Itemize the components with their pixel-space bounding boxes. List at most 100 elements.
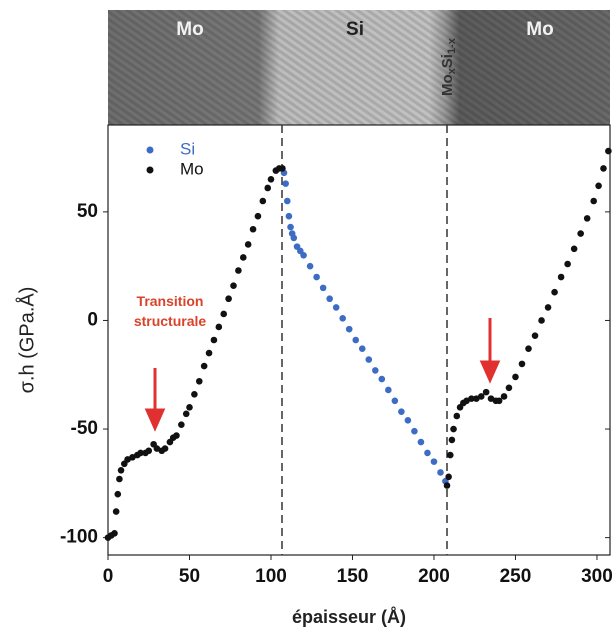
x-tick-label: 200 — [418, 566, 450, 587]
point — [191, 390, 198, 398]
point — [570, 245, 578, 253]
point — [352, 336, 360, 344]
legend-marker — [146, 146, 154, 154]
x-axis-label: épaisseur (Å) — [292, 607, 406, 627]
point — [200, 362, 208, 370]
y-tick-label: -50 — [71, 418, 98, 439]
point — [544, 304, 552, 311]
point — [319, 284, 327, 292]
point — [378, 375, 386, 383]
point — [111, 529, 118, 537]
point — [443, 482, 451, 489]
y-tick-label: 50 — [77, 201, 98, 222]
annotation-line: Transition — [137, 293, 204, 309]
point — [448, 436, 456, 444]
point — [239, 254, 247, 261]
point — [215, 323, 223, 331]
point — [195, 377, 203, 385]
point — [564, 260, 571, 268]
point — [306, 262, 314, 270]
point — [512, 373, 519, 381]
point — [551, 288, 558, 296]
point — [225, 295, 232, 303]
y-tick-label: 0 — [87, 309, 98, 330]
x-tick-label: 50 — [179, 566, 200, 587]
arrows — [144, 318, 501, 432]
point — [244, 241, 252, 248]
point — [445, 473, 452, 481]
point — [453, 412, 461, 420]
point — [267, 175, 275, 183]
point — [259, 197, 267, 205]
interface-label-part: Si — [439, 54, 456, 68]
point — [500, 393, 508, 400]
point — [424, 449, 431, 457]
arrow-head — [479, 360, 501, 384]
point — [430, 458, 438, 465]
legend-label: Mo — [180, 159, 204, 178]
point — [391, 397, 399, 405]
point — [600, 165, 607, 172]
point — [365, 356, 373, 363]
tem-image — [108, 10, 610, 125]
point — [205, 349, 213, 357]
x-tick-label: 300 — [581, 566, 613, 587]
point — [505, 384, 513, 392]
interface-label-part: x — [446, 67, 458, 74]
point — [161, 445, 169, 452]
point — [411, 427, 418, 435]
point — [371, 367, 379, 374]
point — [300, 252, 307, 259]
y-tick-label: -100 — [60, 527, 98, 548]
point — [173, 432, 180, 439]
annotation: Transition structurale — [134, 293, 207, 329]
point — [326, 295, 333, 303]
x-tick-label: 150 — [337, 566, 369, 587]
point — [117, 467, 125, 474]
point — [358, 345, 366, 352]
point — [525, 345, 532, 352]
point — [210, 336, 218, 344]
x-tick-label: 100 — [255, 566, 287, 587]
point — [339, 314, 347, 322]
arrow-head — [144, 408, 166, 432]
point — [404, 417, 412, 424]
point — [557, 273, 565, 281]
legend-marker — [146, 166, 154, 174]
point — [145, 447, 153, 455]
point — [605, 147, 612, 155]
band-label: Mo — [176, 19, 203, 40]
interface-label-part: 1-x — [446, 37, 458, 54]
point — [178, 421, 185, 428]
point — [446, 451, 454, 459]
y-axis-label: σ.h (GPa.Å) — [15, 287, 38, 394]
point — [531, 332, 539, 339]
point — [137, 449, 144, 457]
point — [385, 386, 392, 394]
point — [186, 404, 193, 411]
point — [518, 360, 526, 368]
point — [249, 225, 257, 233]
point — [538, 317, 545, 324]
point — [482, 388, 490, 396]
plot-frame — [107, 124, 611, 556]
point — [450, 425, 457, 433]
annotation-line: structurale — [134, 313, 207, 329]
x-tick-label: 250 — [500, 566, 532, 587]
point — [230, 282, 237, 290]
point — [282, 180, 289, 187]
interface-label: MoxSi1-x — [439, 37, 458, 96]
point — [287, 223, 294, 231]
point — [285, 212, 293, 220]
point — [254, 212, 262, 220]
point — [112, 508, 120, 515]
point — [477, 393, 485, 400]
x-tick-label: 0 — [103, 566, 114, 587]
point — [235, 267, 242, 274]
point — [182, 410, 190, 418]
image-texture — [108, 10, 610, 125]
point — [495, 397, 503, 405]
point — [220, 310, 228, 318]
point — [437, 469, 444, 476]
